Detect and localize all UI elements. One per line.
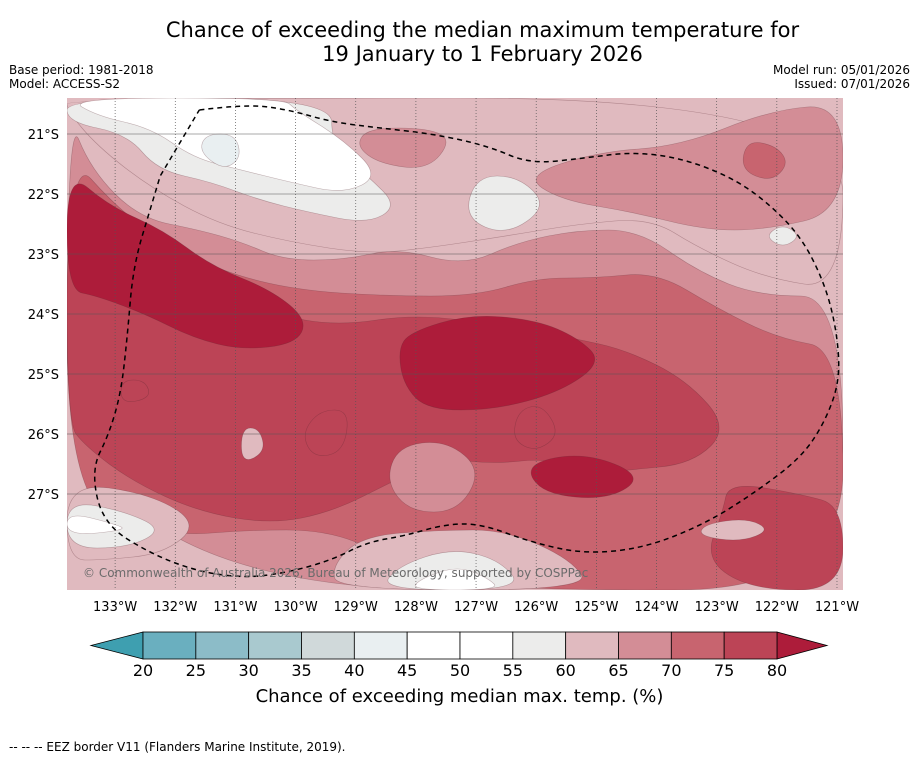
eez-border-line [93,105,840,578]
colorbar-tick-label: 60 [555,661,575,680]
contour-zone-z75c [304,409,348,456]
colorbar-tick-label: 80 [767,661,787,680]
x-tick-label: 122°W [755,600,799,615]
issued-date: Issued: 07/01/2026 [794,77,910,91]
colorbar-segment [406,631,461,660]
contour-zone-z55c [769,226,797,246]
colorbar-segment [459,631,514,660]
x-tick-label: 123°W [695,600,739,615]
colorbar: 20 25 30 35 40 45 50 55 60 65 70 75 80 [89,631,829,680]
meta-right: Model run: 05/01/2026 Issued: 07/01/2026 [773,63,910,91]
colorbar-segment [195,631,250,660]
colorbar-tick-label: 65 [608,661,628,680]
title-line-2: 19 January to 1 February 2026 [322,42,643,66]
y-tick-label: 25°S [28,368,59,383]
chart-title: Chance of exceeding the median maximum t… [0,18,919,66]
contour-zone-z80c [530,455,634,498]
colorbar-segment [565,631,619,660]
contour-zone-z80a [67,183,304,349]
colorbar-tick-label: 55 [503,661,523,680]
y-axis-labels: 21°S 22°S 23°S 24°S 25°S 26°S 27°S [28,128,59,503]
colorbar-tick-label: 75 [714,661,734,680]
x-tick-label: 132°W [153,600,197,615]
meta-left: Base period: 1981-2018 Model: ACCESS-S2 [9,63,154,91]
colorbar-segment [142,631,197,660]
colorbar-tick-label: 45 [397,661,417,680]
x-tick-label: 121°W [815,600,859,615]
contour-zone-z60e [700,519,765,541]
contour-zone-z50c [414,568,496,590]
colorbar-tick-label: 35 [291,661,311,680]
x-tick-label: 131°W [213,600,257,615]
contour-zone-z65e [389,442,476,513]
x-tick-label: 129°W [334,600,378,615]
x-tick-label: 126°W [514,600,558,615]
colorbar-segment [670,631,725,660]
eez-border [93,105,840,578]
contour-zones [67,98,843,590]
colorbar-segment [248,631,302,660]
contour-zone-z65b [359,127,447,168]
colorbar-tick-label: 20 [133,661,153,680]
colorbar-tick-label: 50 [450,661,470,680]
y-tick-label: 26°S [28,428,59,443]
colorbar-tick-label: 30 [238,661,258,680]
model-name: Model: ACCESS-S2 [9,77,121,91]
title-line-1: Chance of exceeding the median maximum t… [165,18,800,42]
x-tick-label: 130°W [274,600,318,615]
colorbar-tick-label: 40 [344,661,364,680]
contour-zone-z75e [120,379,149,402]
y-tick-label: 23°S [28,248,59,263]
colorbar-segment [512,631,567,660]
x-axis-labels: 133°W 132°W 131°W 130°W 129°W 128°W 127°W 126°W… [93,600,859,615]
contour-zone-z50b [67,515,123,534]
contour-zone-z55b [468,175,540,231]
colorbar-segment [353,631,408,660]
x-tick-label: 133°W [93,600,137,615]
model-run: Model run: 05/01/2026 [772,63,910,77]
contour-zone-z70c [742,142,786,179]
copyright-text: © Commonwealth of Australia 2026, Bureau… [83,566,588,580]
x-tick-label: 124°W [634,600,678,615]
colorbar-segment [301,631,355,660]
contour-zone-z60b [241,427,264,460]
y-tick-label: 24°S [28,308,59,323]
y-tick-label: 22°S [28,188,59,203]
colorbar-segment [618,631,672,660]
colorbar-extend-high [776,631,829,660]
contour-zone-z75d [514,406,556,449]
colorbar-segment [723,631,778,660]
footer-note: -- -- -- EEZ border V11 (Flanders Marine… [9,740,346,754]
base-period: Base period: 1981-2018 [9,63,154,77]
colorbar-tick-label: 25 [186,661,206,680]
x-tick-label: 127°W [454,600,498,615]
colorbar-label: Chance of exceeding median max. temp. (%… [255,686,664,707]
colorbar-extend-low [89,631,144,660]
colorbar-tick-label: 70 [661,661,681,680]
y-tick-label: 27°S [28,488,59,503]
x-tick-label: 125°W [574,600,618,615]
x-tick-label: 128°W [394,600,438,615]
y-tick-label: 21°S [28,128,59,143]
contour-zone-z80b [399,315,596,411]
contour-zone-z75b [710,486,843,590]
